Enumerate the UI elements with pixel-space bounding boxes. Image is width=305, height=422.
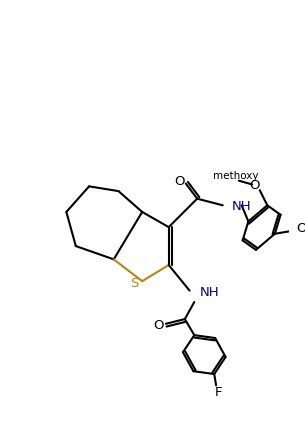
Text: S: S	[131, 276, 139, 289]
Text: O: O	[174, 175, 185, 188]
Text: methoxy: methoxy	[213, 171, 259, 181]
Text: F: F	[214, 386, 222, 398]
Text: NH: NH	[232, 200, 252, 213]
Text: O: O	[297, 222, 305, 235]
Text: O: O	[250, 179, 260, 192]
Text: O: O	[153, 319, 163, 332]
Text: NH: NH	[200, 286, 220, 299]
